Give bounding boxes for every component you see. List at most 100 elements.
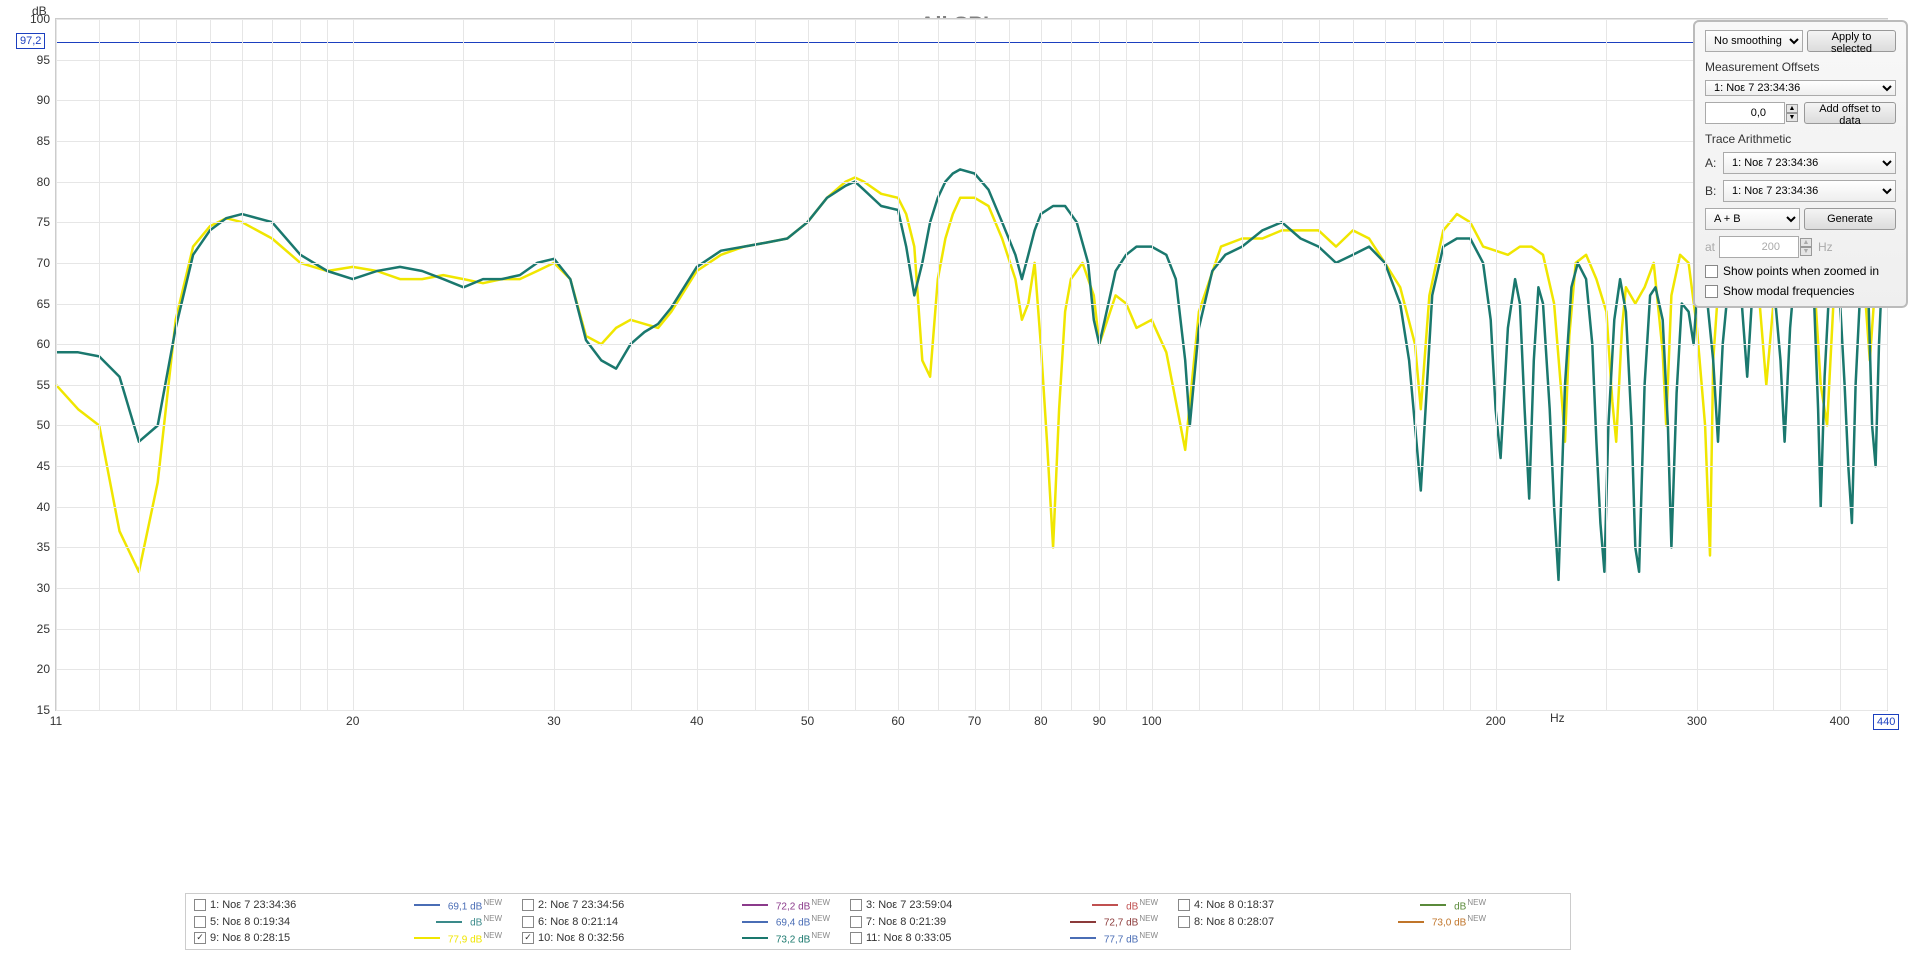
legend-checkbox[interactable]: [194, 899, 206, 911]
offsets-header: Measurement Offsets: [1705, 60, 1896, 74]
x-tick: 100: [1142, 710, 1162, 728]
legend-db: 73,2 dBNEW: [776, 931, 830, 945]
y-tick: 65: [37, 297, 56, 311]
trace-op-select[interactable]: A + B: [1705, 208, 1800, 230]
legend-item-1[interactable]: 1: Νοε 7 23:34:36 69,1 dBNEW: [194, 898, 502, 912]
y-tick: 70: [37, 256, 56, 270]
x-tick: 80: [1034, 710, 1047, 728]
legend-item-11[interactable]: 11: Νοε 8 0:33:05 77,7 dBNEW: [850, 931, 1158, 945]
y-tick: 20: [37, 662, 56, 676]
show-modal-label: Show modal frequencies: [1723, 284, 1854, 298]
legend-panel: 1: Νοε 7 23:34:36 69,1 dBNEW 2: Νοε 7 23:3…: [185, 893, 1571, 950]
x-tick: 30: [547, 710, 560, 728]
legend-swatch: [436, 921, 462, 923]
smoothing-select[interactable]: No smoothing: [1705, 30, 1803, 52]
legend-db: 72,7 dBNEW: [1104, 914, 1158, 928]
legend-checkbox[interactable]: [850, 916, 862, 928]
at-spinner: ▲▼: [1800, 238, 1812, 256]
legend-item-2[interactable]: 2: Νοε 7 23:34:5672,2 dBNEW: [522, 898, 830, 912]
legend-checkbox[interactable]: [522, 916, 534, 928]
legend-label: 8: Νοε 8 0:28:07: [1194, 916, 1390, 928]
show-points-checkbox[interactable]: [1705, 265, 1718, 278]
trace-a-label: A:: [1705, 156, 1719, 170]
series-10: [56, 169, 1887, 580]
offset-spinner[interactable]: ▲▼: [1786, 104, 1798, 122]
legend-label: 10: Νοε 8 0:32:56: [538, 932, 734, 944]
legend-db: 72,2 dBNEW: [776, 898, 830, 912]
x-tick: 200: [1486, 710, 1506, 728]
legend-checkbox[interactable]: [850, 932, 862, 944]
legend-db: 69,1 dBNEW: [448, 898, 502, 912]
x-tick: 400: [1830, 710, 1850, 728]
show-points-label: Show points when zoomed in: [1723, 264, 1879, 278]
legend-checkbox[interactable]: [522, 932, 534, 944]
legend-item-10[interactable]: 10: Νοε 8 0:32:56 73,2 dBNEW: [522, 931, 830, 945]
legend-label: 7: Νοε 8 0:21:39: [866, 916, 1062, 928]
legend-item-6[interactable]: 6: Νοε 8 0:21:1469,4 dBNEW: [522, 914, 830, 928]
y-tick: 30: [37, 581, 56, 595]
controls-panel: No smoothing Apply to selected Measureme…: [1693, 20, 1908, 308]
y-tick: 95: [37, 53, 56, 67]
show-modal-checkbox[interactable]: [1705, 285, 1718, 298]
legend-swatch: [414, 937, 440, 939]
add-offset-button[interactable]: Add offset to data: [1804, 102, 1896, 124]
trace-a-select[interactable]: 1: Νοε 7 23:34:36: [1723, 152, 1896, 174]
y-tick: 25: [37, 622, 56, 636]
legend-db: dBNEW: [1454, 898, 1486, 912]
generate-button[interactable]: Generate: [1804, 208, 1896, 230]
x-axis-label: Hz: [1550, 711, 1565, 725]
offset-value-input[interactable]: [1705, 102, 1785, 124]
y-tick: 45: [37, 459, 56, 473]
legend-label: 4: Νοε 8 0:18:37: [1194, 899, 1412, 911]
x-tick: 20: [346, 710, 359, 728]
x-tick: 50: [801, 710, 814, 728]
legend-label: 1: Νοε 7 23:34:36: [210, 899, 406, 911]
legend-swatch: [1398, 921, 1424, 923]
legend-swatch: [414, 904, 440, 906]
y-tick: 60: [37, 337, 56, 351]
legend-swatch: [1420, 904, 1446, 906]
at-unit-label: Hz: [1818, 240, 1833, 254]
legend-label: 9: Νοε 8 0:28:15: [210, 932, 406, 944]
y-tick: 75: [37, 215, 56, 229]
apply-smoothing-button[interactable]: Apply to selected: [1807, 30, 1896, 52]
x-tick: 11: [50, 710, 62, 728]
x-tick: 70: [968, 710, 981, 728]
y-tick: 35: [37, 540, 56, 554]
legend-item-7[interactable]: 7: Νοε 8 0:21:39 72,7 dBNEW: [850, 914, 1158, 928]
plot-area[interactable]: 97,2 440 1520253035404550556065707580859…: [55, 18, 1888, 711]
trace-arith-header: Trace Arithmetic: [1705, 132, 1896, 146]
legend-item-5[interactable]: 5: Νοε 8 0:19:34dBNEW: [194, 914, 502, 928]
legend-label: 3: Νοε 7 23:59:04: [866, 899, 1084, 911]
legend-checkbox[interactable]: [1178, 899, 1190, 911]
legend-checkbox[interactable]: [194, 932, 206, 944]
legend-swatch: [742, 904, 768, 906]
at-freq-input: [1719, 236, 1799, 258]
x-cursor-readout: 440: [1873, 714, 1899, 730]
legend-db: 77,9 dBNEW: [448, 931, 502, 945]
y-tick: 50: [37, 418, 56, 432]
legend-swatch: [1070, 937, 1096, 939]
y-tick: 100: [30, 12, 56, 26]
legend-label: 6: Νοε 8 0:21:14: [538, 916, 734, 928]
offsets-measurement-select[interactable]: 1: Νοε 7 23:34:36: [1705, 80, 1896, 96]
legend-item-9[interactable]: 9: Νοε 8 0:28:15 77,9 dBNEW: [194, 931, 502, 945]
x-tick: 40: [690, 710, 703, 728]
legend-item-3[interactable]: 3: Νοε 7 23:59:04dBNEW: [850, 898, 1158, 912]
x-tick: 90: [1093, 710, 1106, 728]
legend-item-8[interactable]: 8: Νοε 8 0:28:07 73,0 dBNEW: [1178, 914, 1486, 928]
legend-db: 77,7 dBNEW: [1104, 931, 1158, 945]
legend-checkbox[interactable]: [522, 899, 534, 911]
trace-b-label: B:: [1705, 184, 1719, 198]
y-tick: 85: [37, 134, 56, 148]
legend-item-4[interactable]: 4: Νοε 8 0:18:37 dBNEW: [1178, 898, 1486, 912]
y-tick: 40: [37, 500, 56, 514]
legend-checkbox[interactable]: [850, 899, 862, 911]
y-cursor-readout: 97,2: [16, 33, 45, 49]
legend-checkbox[interactable]: [1178, 916, 1190, 928]
trace-b-select[interactable]: 1: Νοε 7 23:34:36: [1723, 180, 1896, 202]
legend-label: 11: Νοε 8 0:33:05: [866, 932, 1062, 944]
legend-checkbox[interactable]: [194, 916, 206, 928]
legend-db: 73,0 dBNEW: [1432, 914, 1486, 928]
x-tick: 300: [1687, 710, 1707, 728]
